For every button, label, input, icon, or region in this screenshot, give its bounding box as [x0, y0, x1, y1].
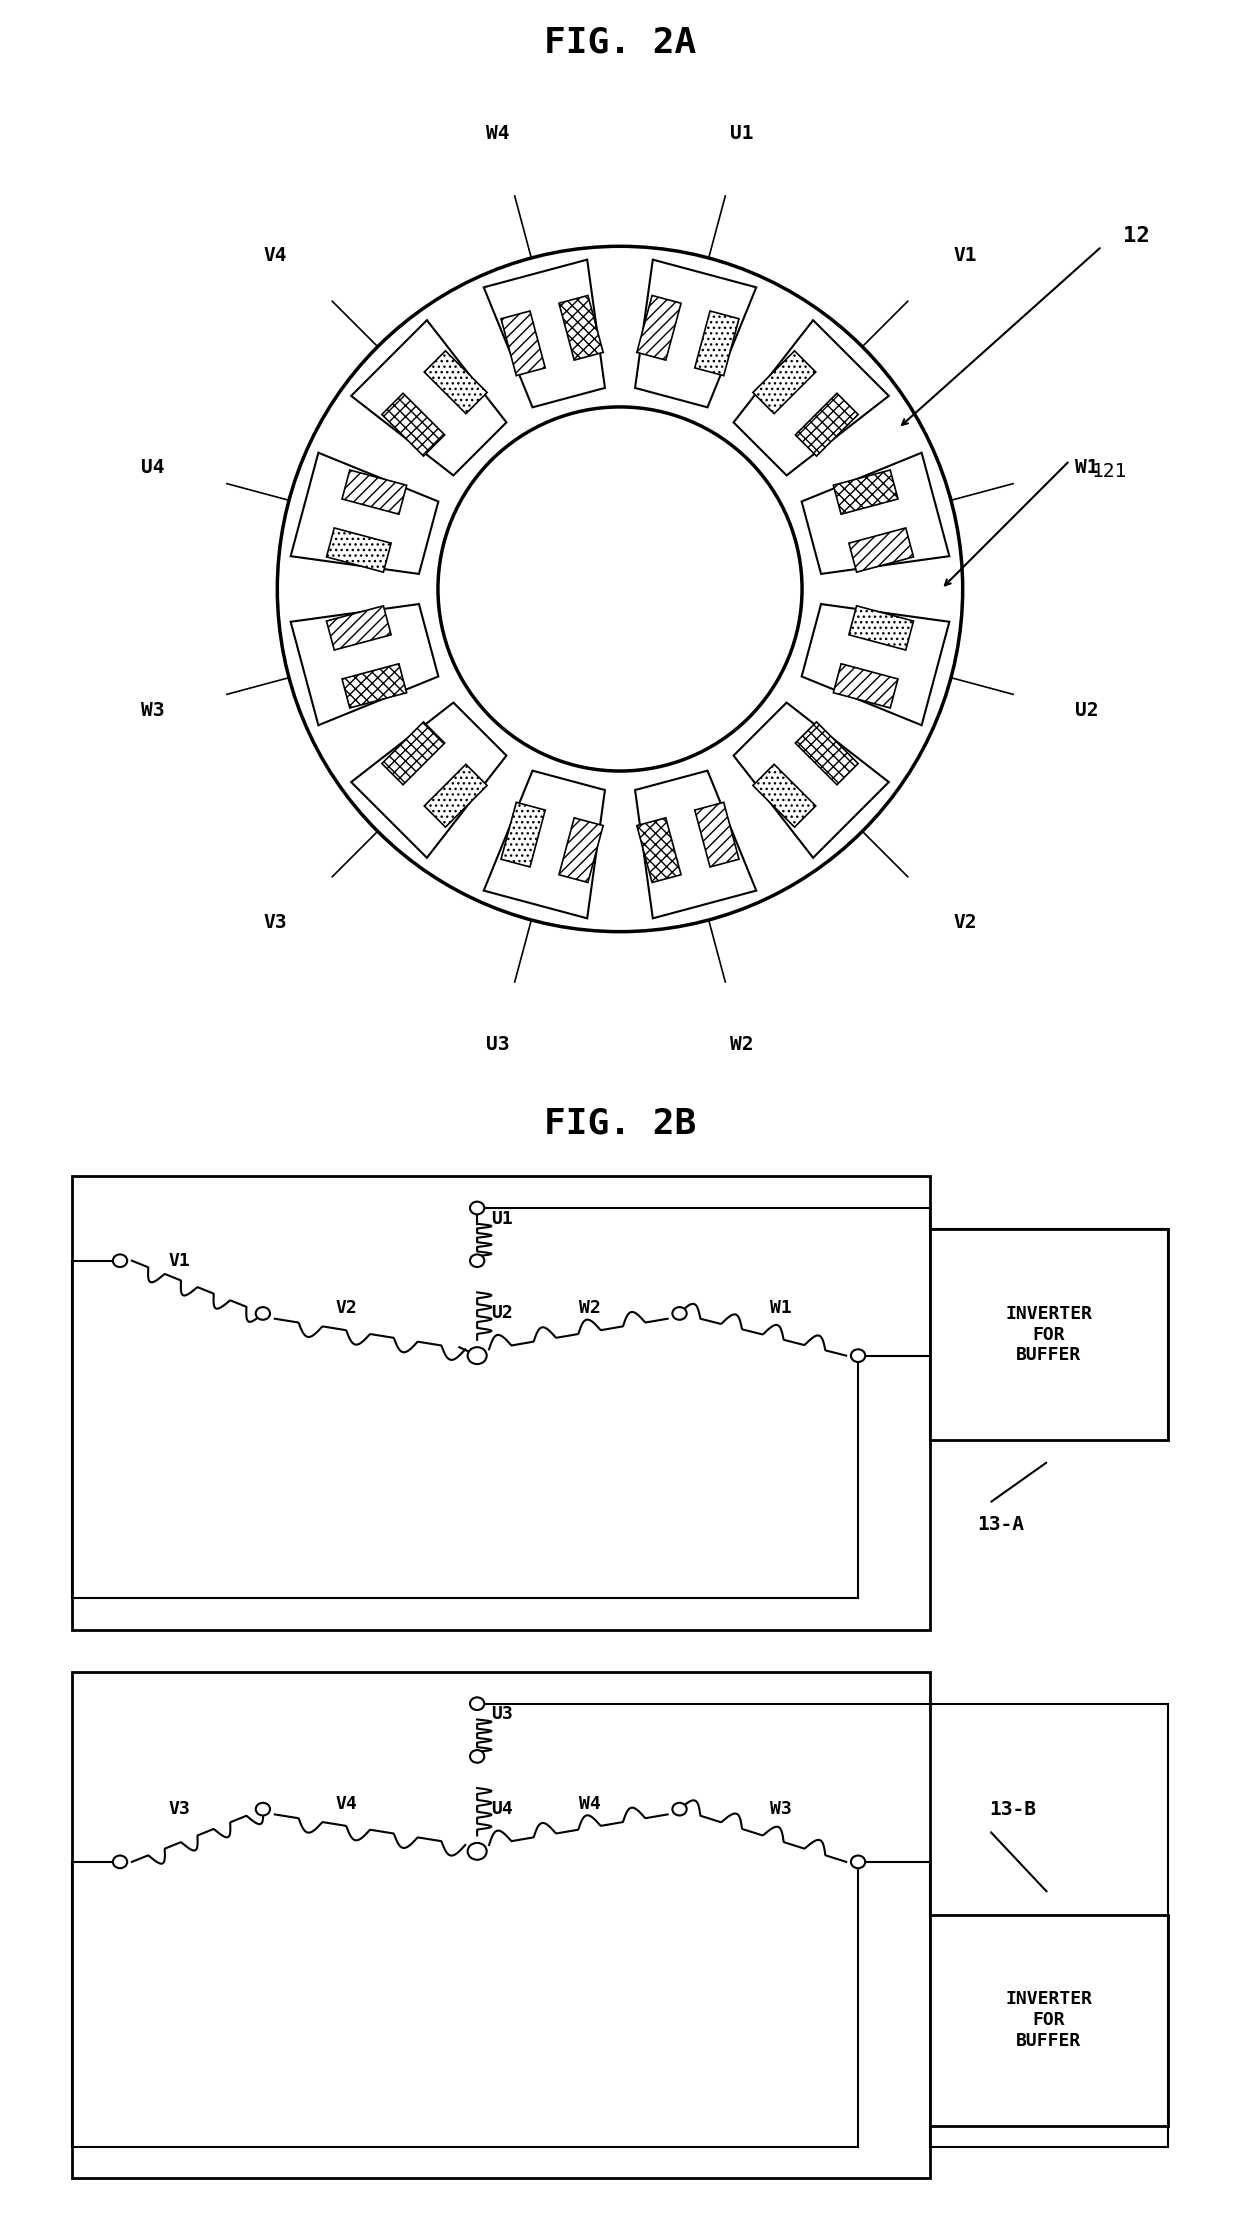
Polygon shape	[424, 350, 487, 413]
Polygon shape	[351, 321, 506, 475]
Text: W1: W1	[1075, 457, 1099, 477]
Text: U4: U4	[491, 1800, 513, 1818]
Polygon shape	[833, 665, 898, 707]
Text: V4: V4	[335, 1796, 357, 1814]
Polygon shape	[753, 765, 816, 828]
Polygon shape	[290, 605, 438, 725]
Text: W2: W2	[730, 1035, 754, 1053]
Text: V3: V3	[263, 912, 286, 933]
Polygon shape	[734, 703, 889, 857]
Text: U3: U3	[491, 1704, 513, 1722]
Polygon shape	[326, 529, 391, 571]
Polygon shape	[559, 819, 603, 883]
Polygon shape	[484, 259, 605, 408]
Polygon shape	[484, 770, 605, 919]
Circle shape	[255, 1803, 270, 1816]
Polygon shape	[734, 321, 889, 475]
Circle shape	[467, 1843, 486, 1861]
Circle shape	[672, 1803, 687, 1816]
Text: FIG. 2B: FIG. 2B	[544, 1107, 696, 1140]
Text: V3: V3	[169, 1800, 191, 1818]
Text: INVERTER
FOR
BUFFER: INVERTER FOR BUFFER	[1006, 1305, 1092, 1365]
Text: W1: W1	[770, 1298, 791, 1316]
Polygon shape	[849, 529, 914, 571]
Text: U4: U4	[141, 457, 165, 477]
Text: W3: W3	[770, 1800, 791, 1818]
Text: W4: W4	[579, 1796, 601, 1814]
Polygon shape	[753, 350, 816, 413]
Polygon shape	[424, 765, 487, 828]
Polygon shape	[290, 453, 438, 573]
Text: U3: U3	[486, 1035, 510, 1053]
Polygon shape	[351, 703, 506, 857]
Polygon shape	[382, 393, 445, 455]
Text: V1: V1	[169, 1252, 191, 1269]
Circle shape	[470, 1254, 485, 1267]
Circle shape	[672, 1307, 687, 1321]
Polygon shape	[326, 607, 391, 649]
Polygon shape	[833, 471, 898, 513]
Text: W4: W4	[486, 125, 510, 143]
Circle shape	[851, 1350, 866, 1361]
Circle shape	[255, 1307, 270, 1321]
Text: W3: W3	[141, 701, 165, 721]
Polygon shape	[849, 607, 914, 649]
Circle shape	[470, 1698, 485, 1709]
Polygon shape	[635, 770, 756, 919]
Polygon shape	[501, 310, 546, 375]
Polygon shape	[694, 310, 739, 375]
Circle shape	[470, 1749, 485, 1762]
Text: W2: W2	[579, 1298, 601, 1316]
Text: V2: V2	[954, 912, 977, 933]
Text: V4: V4	[263, 245, 286, 265]
Circle shape	[113, 1856, 128, 1867]
Circle shape	[470, 1203, 485, 1214]
Text: FIG. 2A: FIG. 2A	[544, 27, 696, 60]
Text: V1: V1	[954, 245, 977, 265]
Polygon shape	[694, 803, 739, 868]
FancyBboxPatch shape	[72, 1176, 930, 1631]
Polygon shape	[802, 453, 950, 573]
Text: 13-B: 13-B	[990, 1800, 1037, 1818]
Polygon shape	[795, 723, 858, 785]
Polygon shape	[637, 294, 681, 359]
Text: 121: 121	[1091, 462, 1126, 480]
Polygon shape	[802, 605, 950, 725]
Circle shape	[113, 1254, 128, 1267]
Circle shape	[851, 1856, 866, 1867]
Circle shape	[467, 1348, 486, 1363]
Text: INVERTER
FOR
BUFFER: INVERTER FOR BUFFER	[1006, 1990, 1092, 2050]
FancyBboxPatch shape	[930, 1914, 1168, 2126]
Polygon shape	[342, 665, 407, 707]
Polygon shape	[382, 723, 445, 785]
Text: U2: U2	[1075, 701, 1099, 721]
Polygon shape	[342, 471, 407, 513]
FancyBboxPatch shape	[930, 1229, 1168, 1439]
Polygon shape	[559, 294, 603, 359]
Polygon shape	[637, 819, 681, 883]
Text: U1: U1	[491, 1209, 513, 1227]
Polygon shape	[635, 259, 756, 408]
Text: V2: V2	[335, 1298, 357, 1316]
Text: U2: U2	[491, 1305, 513, 1323]
Polygon shape	[501, 803, 546, 868]
Text: 13-A: 13-A	[977, 1515, 1024, 1535]
FancyBboxPatch shape	[72, 1671, 930, 2177]
Polygon shape	[795, 393, 858, 455]
Text: 12: 12	[1123, 225, 1149, 245]
Text: U1: U1	[730, 125, 754, 143]
